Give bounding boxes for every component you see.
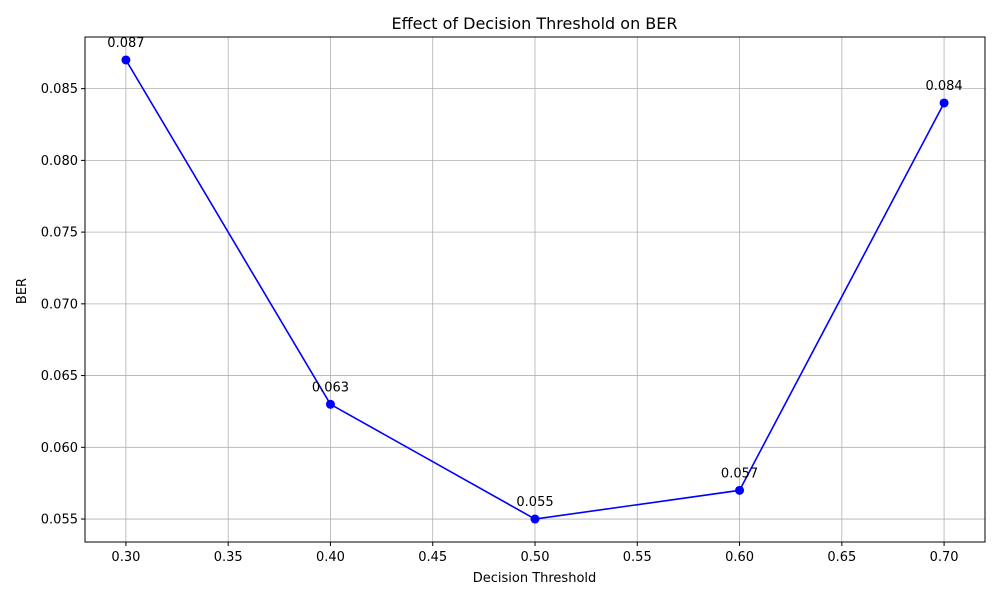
data-point: [735, 485, 745, 495]
x-tick-label: 0.60: [725, 550, 754, 565]
series-layer: 0.087 0.063 0.055 0.057 0.084: [107, 36, 963, 524]
x-tick-label: 0.70: [930, 550, 959, 565]
data-point: [530, 514, 540, 524]
y-tick-label: 0.055: [41, 513, 78, 528]
y-tick-label: 0.060: [41, 441, 78, 456]
data-label: 0.084: [925, 79, 962, 94]
data-point: [325, 399, 335, 409]
grid: [85, 37, 985, 542]
y-tick-label: 0.065: [41, 369, 78, 384]
x-tick-label: 0.40: [316, 550, 345, 565]
y-tick-label: 0.075: [41, 226, 78, 241]
y-tick-label: 0.080: [41, 154, 78, 169]
x-tick-label: 0.35: [214, 550, 243, 565]
x-tick-label: 0.30: [111, 550, 140, 565]
y-tick-label: 0.070: [41, 297, 78, 312]
x-tick-label: 0.45: [418, 550, 447, 565]
data-point: [939, 98, 949, 108]
data-label: 0.087: [107, 36, 144, 51]
y-tick-label: 0.085: [41, 82, 78, 97]
x-tick-label: 0.65: [827, 550, 856, 565]
data-label: 0.057: [721, 466, 758, 481]
x-axis-label: Decision Threshold: [473, 571, 597, 586]
data-label: 0.055: [516, 495, 553, 510]
x-tick-label: 0.55: [623, 550, 652, 565]
x-tick-label: 0.50: [521, 550, 550, 565]
y-axis-label: BER: [15, 278, 30, 304]
axes: 0.30 0.35 0.40 0.45 0.50 0.55 0.60 0.65 0.70 0.05…: [41, 36, 986, 565]
chart-title: Effect of Decision Threshold on BER: [392, 14, 678, 33]
data-label: 0.063: [312, 380, 349, 395]
data-point: [121, 55, 131, 65]
